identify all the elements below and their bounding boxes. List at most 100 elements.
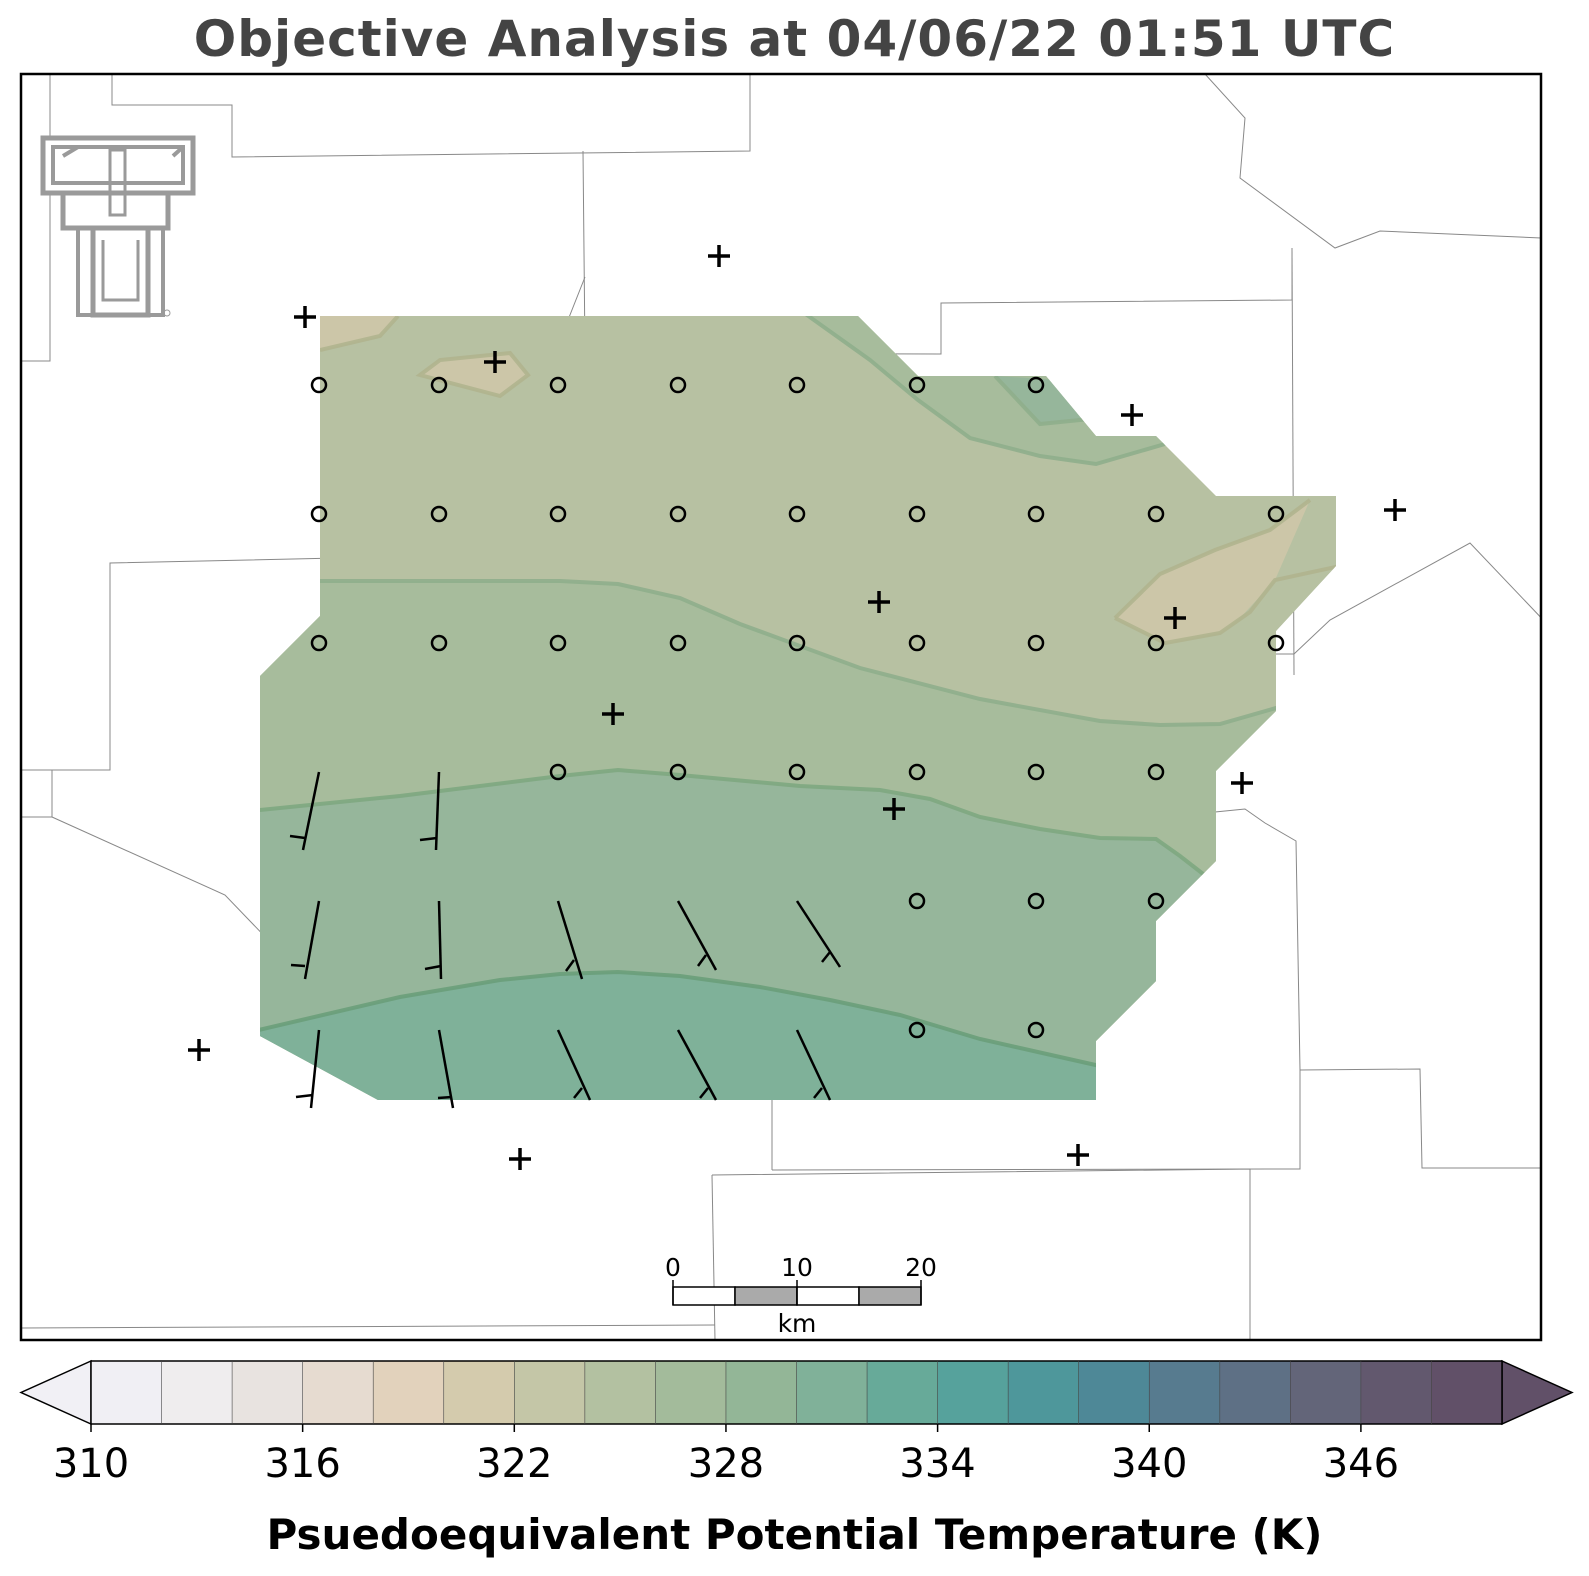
contour-line-6 <box>319 316 400 352</box>
station-marker-s13 <box>1067 1144 1089 1166</box>
scale-unit: km <box>778 1309 817 1338</box>
region-fill-320-nw <box>320 316 398 350</box>
colorbar-bin-2 <box>161 1361 233 1424</box>
calm-wind-circle-30 <box>1027 763 1045 781</box>
calm-wind-circle-34 <box>1147 892 1165 910</box>
wind-barb-1 <box>289 771 321 851</box>
contour-line-8 <box>1113 498 1312 620</box>
calm-wind-circle-18 <box>430 634 448 652</box>
calm-wind-circle-16 <box>1267 505 1285 523</box>
wind-barb-6 <box>676 900 718 971</box>
calm-wind-circle-28 <box>788 763 806 781</box>
station-marker-s12 <box>509 1148 531 1170</box>
wind-barb-5 <box>556 900 584 980</box>
station-marker-s5 <box>1384 499 1406 521</box>
county-boundary-14 <box>771 1069 1301 1171</box>
colorbar: 310 316 322 328 334 340 346 <box>19 1359 1574 1487</box>
county-boundary-1 <box>21 74 51 362</box>
county-boundary-7 <box>21 770 53 818</box>
wind-barb-2 <box>419 771 441 851</box>
region-fill-326-ne <box>995 376 1096 436</box>
scale-bar: 0 10 20 km <box>665 1253 937 1338</box>
wind-barb-11 <box>676 1029 718 1101</box>
calm-wind-circle-32 <box>908 892 926 910</box>
colorbar-bin-15 <box>1078 1361 1150 1424</box>
station-markers <box>188 245 1406 1170</box>
colorbar-bin-18 <box>1290 1361 1362 1424</box>
colorbar-tick-label-334: 334 <box>899 1441 975 1487</box>
station-marker-s8 <box>602 703 624 725</box>
colorbar-bin-8 <box>584 1361 656 1424</box>
calm-wind-circle-3 <box>549 376 567 394</box>
calm-wind-circle-29 <box>908 763 926 781</box>
station-marker-s2 <box>294 306 316 328</box>
calm-wind-circle-14 <box>1027 505 1045 523</box>
calm-wind-circle-10 <box>549 505 567 523</box>
colorbar-bin-5 <box>373 1361 445 1424</box>
county-boundary-2 <box>111 74 751 158</box>
calm-wind-circle-17 <box>310 634 328 652</box>
contour-line-2 <box>260 767 1209 879</box>
colorbar-tick-label-316: 316 <box>264 1441 340 1487</box>
county-boundary-4 <box>1204 74 1541 249</box>
colorbar-bin-7 <box>514 1361 586 1424</box>
county-boundary-16 <box>711 1174 716 1340</box>
colorbar-bin-14 <box>1008 1361 1080 1424</box>
station-marker-s7 <box>1164 607 1186 629</box>
county-boundary-15 <box>711 1168 1251 1340</box>
station-marker-s10 <box>1231 772 1253 794</box>
calm-wind-circle-12 <box>788 505 806 523</box>
calm-wind-circle-26 <box>549 763 567 781</box>
station-marker-s3 <box>484 351 506 373</box>
calm-wind-circle-6 <box>908 376 926 394</box>
wind-barb-9 <box>437 1029 455 1109</box>
calm-wind-circle-7 <box>1027 376 1045 394</box>
calm-wind-circle-36 <box>1027 1021 1045 1039</box>
colorbar-extend-low <box>19 1359 92 1426</box>
analysis-region <box>260 316 1336 1100</box>
calm-wind-circle-19 <box>549 634 567 652</box>
wind-barb-7 <box>795 900 842 968</box>
calm-wind-circle-24 <box>1147 634 1165 652</box>
scale-label-0: 0 <box>665 1253 681 1282</box>
contour-line-4 <box>798 316 1166 467</box>
wind-barb-3 <box>290 900 321 980</box>
calm-wind-circle-21 <box>788 634 806 652</box>
calm-wind-circle-35 <box>908 1021 926 1039</box>
calm-wind-circle-1 <box>310 376 328 394</box>
station-marker-s1 <box>708 245 730 267</box>
calm-wind-circle-11 <box>669 505 687 523</box>
calm-wind-circle-23 <box>1027 634 1045 652</box>
calm-wind-circle-15 <box>1147 505 1165 523</box>
station-marker-s9 <box>883 798 905 820</box>
colorbar-bin-4 <box>302 1361 374 1424</box>
scale-label-20: 20 <box>905 1253 937 1282</box>
contour-line-9 <box>1114 564 1336 646</box>
county-boundary-18 <box>1543 1168 1550 1340</box>
map-title: Objective Analysis at 04/06/22 01:51 UTC <box>193 10 1396 68</box>
colorbar-bin-9 <box>655 1361 727 1424</box>
wind-barb-10 <box>556 1029 592 1101</box>
colorbar-bin-13 <box>937 1361 1009 1424</box>
calm-wind-circle-4 <box>669 376 687 394</box>
contour-line-7 <box>415 350 531 399</box>
calm-wind-circle-5 <box>788 376 806 394</box>
wind-field <box>289 376 1285 1109</box>
county-boundary-17 <box>21 1324 716 1329</box>
colorbar-tick-label-328: 328 <box>688 1441 764 1487</box>
colorbar-tick-label-340: 340 <box>1111 1441 1187 1487</box>
colorbar-tick-label-346: 346 <box>1323 1441 1399 1487</box>
texas-tech-double-t-logo <box>40 135 196 318</box>
station-marker-s6 <box>868 591 890 613</box>
colorbar-bin-17 <box>1219 1361 1291 1424</box>
colorbar-extend-high <box>1501 1359 1574 1426</box>
calm-wind-circle-13 <box>908 505 926 523</box>
contour-line-1 <box>260 579 1291 728</box>
contour-line-3 <box>260 969 1101 1068</box>
calm-wind-circle-22 <box>908 634 926 652</box>
calm-wind-circle-2 <box>430 376 448 394</box>
colorbar-label: Psuedoequivalent Potential Temperature (… <box>266 1510 1323 1559</box>
wind-barb-8 <box>295 1029 321 1109</box>
colorbar-bin-12 <box>867 1361 939 1424</box>
wind-barb-12 <box>795 1029 832 1101</box>
